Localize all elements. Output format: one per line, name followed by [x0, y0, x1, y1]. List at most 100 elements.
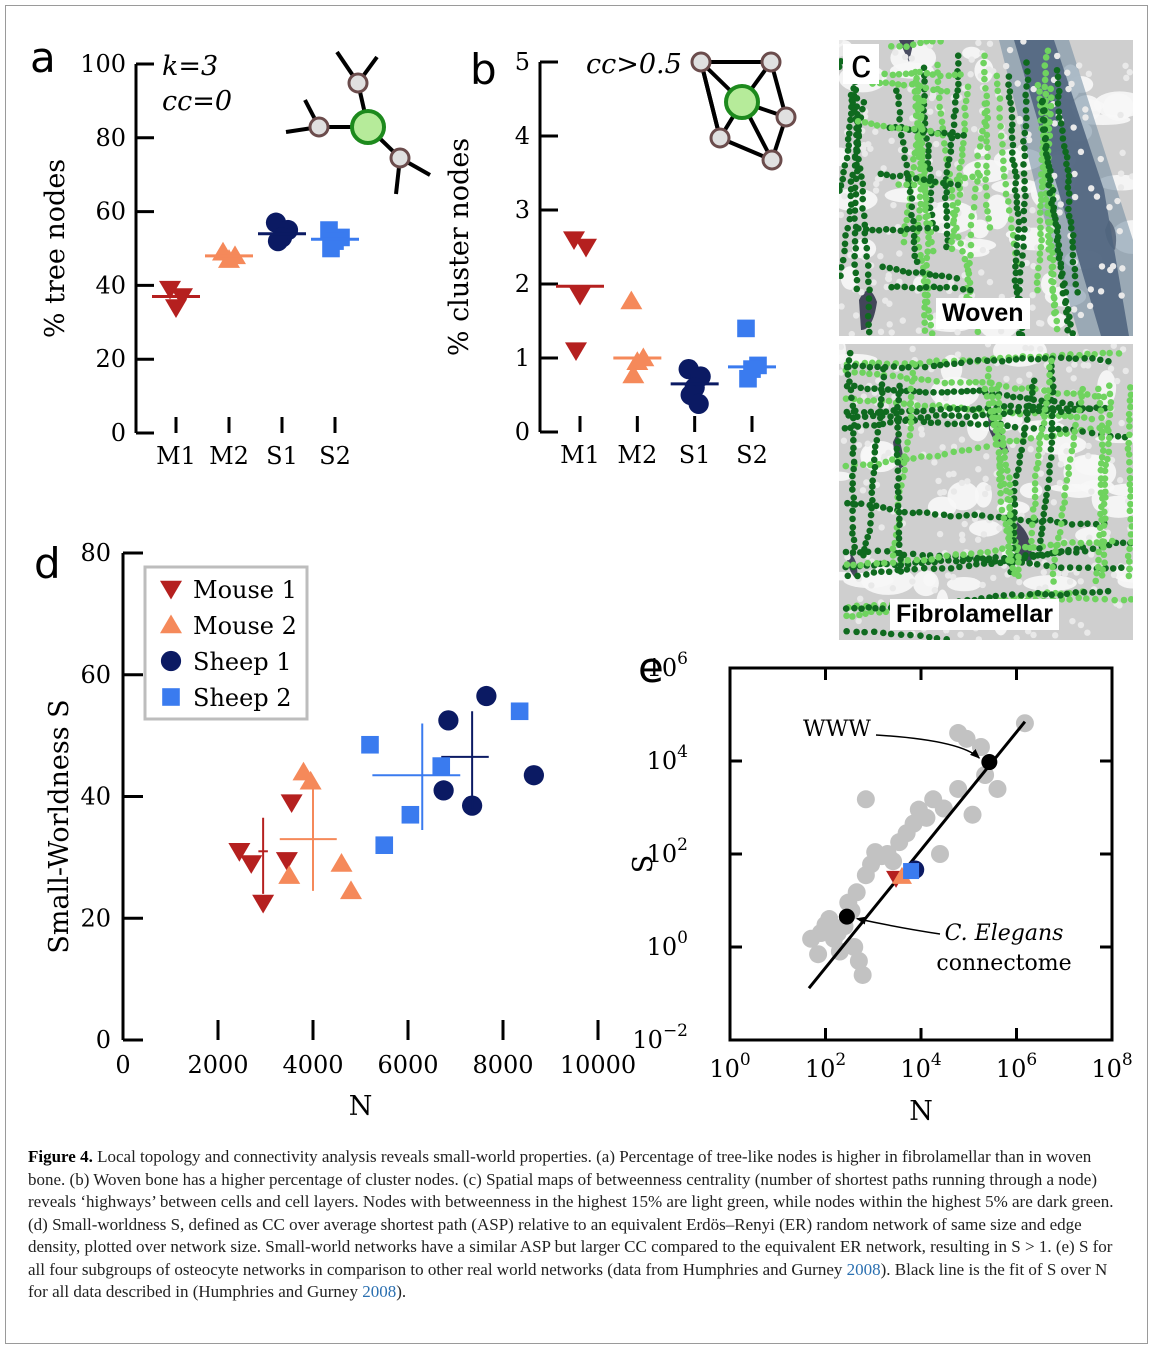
- grey-node: [997, 328, 1005, 335]
- betweenness-node: [880, 365, 887, 373]
- betweenness-node: [976, 143, 984, 150]
- betweenness-node: [859, 105, 866, 113]
- betweenness-node: [895, 93, 902, 100]
- betweenness-node: [1036, 440, 1044, 447]
- betweenness-node: [1042, 590, 1049, 598]
- betweenness-node: [1022, 122, 1030, 130]
- betweenness-node: [1046, 363, 1053, 371]
- betweenness-node: [886, 505, 894, 513]
- betweenness-node: [999, 427, 1006, 435]
- betweenness-node: [839, 175, 847, 183]
- betweenness-node: [1027, 435, 1035, 442]
- betweenness-node: [983, 393, 991, 400]
- betweenness-node: [883, 171, 891, 179]
- grey-node: [935, 170, 943, 177]
- betweenness-node: [941, 411, 948, 419]
- data-point-S1: [267, 231, 289, 252]
- betweenness-node: [1015, 466, 1022, 473]
- data-point-sheep-2: [401, 805, 420, 824]
- betweenness-node: [1041, 355, 1049, 362]
- grey-node: [942, 394, 950, 402]
- betweenness-node: [1062, 148, 1069, 156]
- grey-node: [958, 531, 966, 539]
- grey-node: [1107, 266, 1114, 274]
- betweenness-node: [871, 448, 879, 456]
- betweenness-node: [974, 444, 982, 452]
- neighbor-node: [347, 72, 369, 94]
- betweenness-node: [1029, 389, 1036, 396]
- betweenness-node: [849, 515, 856, 523]
- betweenness-node: [1041, 76, 1049, 84]
- betweenness-node: [964, 83, 972, 91]
- betweenness-node: [954, 199, 962, 206]
- betweenness-node: [859, 180, 867, 188]
- betweenness-node: [1020, 243, 1027, 250]
- grey-node: [1097, 155, 1104, 163]
- caption-ref-link-2[interactable]: 2008: [362, 1282, 397, 1301]
- betweenness-node: [1026, 544, 1034, 552]
- betweenness-node: [1084, 564, 1092, 572]
- betweenness-node: [885, 568, 893, 576]
- betweenness-node: [853, 285, 861, 293]
- betweenness-node: [920, 277, 928, 285]
- caption-ref-link-1[interactable]: 2008: [846, 1259, 881, 1279]
- betweenness-node: [839, 264, 845, 271]
- grey-node: [890, 201, 897, 209]
- x-tick-label: S1: [266, 442, 298, 470]
- betweenness-node: [905, 269, 913, 277]
- betweenness-node: [1022, 551, 1029, 559]
- betweenness-node: [852, 191, 860, 198]
- betweenness-node: [1071, 265, 1079, 273]
- betweenness-node: [927, 127, 934, 135]
- betweenness-node: [917, 200, 925, 208]
- betweenness-node: [1031, 480, 1039, 487]
- grey-node: [1069, 617, 1076, 625]
- betweenness-node: [967, 420, 974, 427]
- betweenness-node: [841, 424, 849, 432]
- betweenness-node: [922, 195, 930, 203]
- tick-base: 10: [1091, 1055, 1122, 1083]
- betweenness-node: [851, 238, 859, 245]
- tick-base: 10: [647, 933, 678, 961]
- betweenness-node: [1048, 432, 1056, 440]
- tick-exponent: 0: [740, 1050, 751, 1070]
- betweenness-node: [960, 139, 967, 147]
- panel-letter-c: c: [843, 44, 879, 84]
- betweenness-node: [994, 432, 1002, 440]
- betweenness-node: [961, 104, 968, 112]
- grey-node: [940, 488, 948, 496]
- betweenness-node: [1065, 354, 1073, 362]
- betweenness-node: [903, 375, 911, 382]
- betweenness-node: [944, 161, 952, 169]
- betweenness-node: [1040, 510, 1048, 518]
- data-point-sheep-2: [432, 757, 451, 775]
- betweenness-node: [1067, 400, 1074, 408]
- betweenness-node: [1100, 530, 1107, 538]
- betweenness-node: [1021, 152, 1029, 160]
- betweenness-node: [1081, 355, 1088, 362]
- betweenness-node: [944, 420, 951, 428]
- betweenness-node: [895, 535, 903, 542]
- panel-letter-a: a: [30, 33, 56, 82]
- betweenness-node: [928, 238, 935, 246]
- grey-node: [1122, 62, 1129, 69]
- betweenness-node: [954, 233, 962, 241]
- betweenness-node: [864, 533, 871, 541]
- betweenness-node: [1061, 499, 1068, 506]
- grey-node: [896, 250, 903, 257]
- betweenness-node: [845, 142, 853, 149]
- grey-node: [909, 578, 916, 585]
- grey-node: [931, 459, 938, 466]
- betweenness-node: [869, 477, 876, 484]
- betweenness-node: [849, 402, 857, 410]
- background-patch: [1023, 575, 1077, 592]
- betweenness-node: [1047, 454, 1055, 461]
- betweenness-node: [1025, 402, 1033, 410]
- betweenness-node: [1020, 138, 1027, 145]
- betweenness-node: [981, 385, 989, 393]
- betweenness-node: [1037, 537, 1044, 545]
- betweenness-node: [895, 100, 902, 108]
- betweenness-node: [1044, 209, 1051, 217]
- betweenness-node: [980, 59, 987, 67]
- betweenness-node: [983, 192, 991, 200]
